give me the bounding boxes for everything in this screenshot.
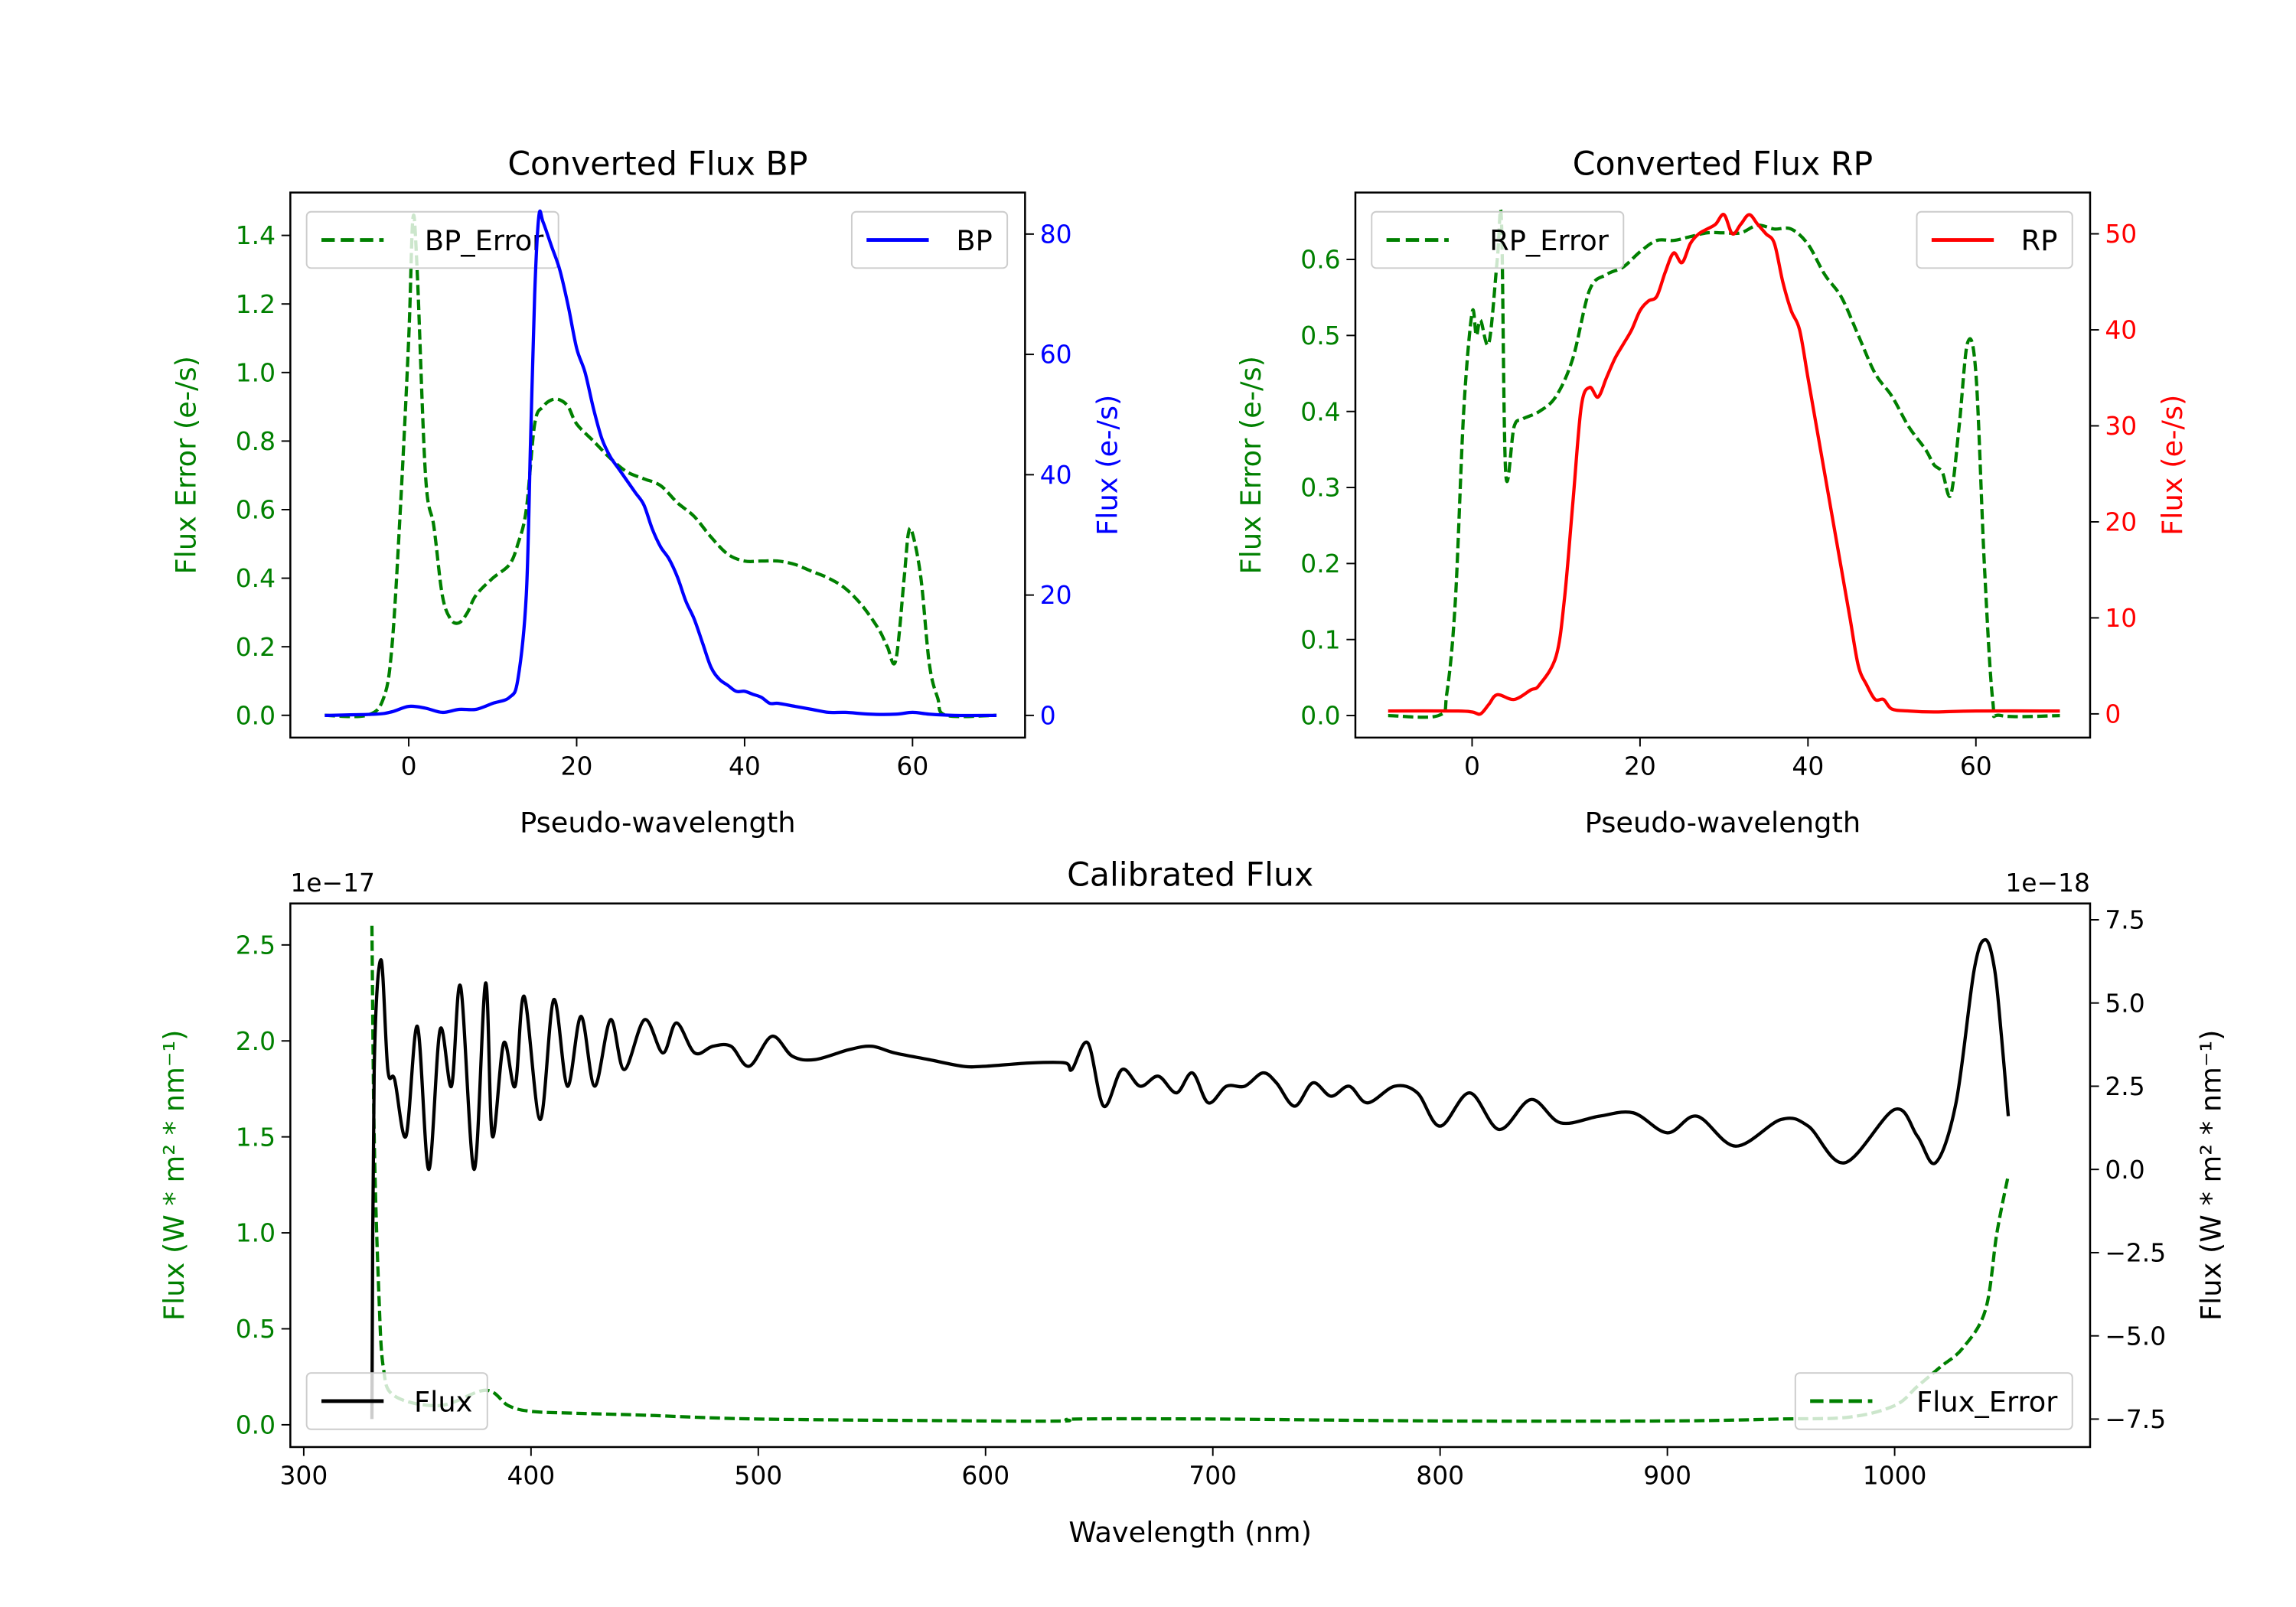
y-tick-label-right: 50 [2105,219,2137,249]
series-line-flux [370,937,2011,1420]
chart-title: Converted Flux RP [1573,145,1873,183]
y-tick-label-left: 0.0 [1300,701,1340,731]
legend-frame [1794,1372,2073,1430]
y-axis-label-right: Flux (W * m² * nm⁻¹) [2194,1030,2227,1321]
y-tick-label-left: 0.0 [236,1410,276,1439]
y-tick-label-right: 60 [1040,340,1072,370]
legend-frame [1916,210,2073,269]
x-tick-label: 600 [961,1460,1009,1490]
calibrated-flux-panel: Calibrated Flux 300 400 500 600 700 800 900 1000… [158,856,2227,1548]
y-tick-label-right: −5.0 [2105,1321,2166,1351]
legend-flux-error: Flux_Error [1794,1372,2073,1430]
x-tick-label: 1000 [1863,1460,1927,1490]
y-tick-label-right: −7.5 [2105,1404,2166,1434]
y-tick-label-right: 80 [1040,219,1072,249]
x-tick-label: 500 [734,1460,782,1490]
y-offset-left: 1e−17 [290,868,375,898]
y-tick-label-left: 0.2 [236,632,276,662]
legend-label: RP_Error [1489,224,1609,257]
x-axis-label: Pseudo-wavelength [1585,807,1861,839]
y-tick-label-right: 20 [1040,580,1072,610]
x-tick-label: 0 [1464,751,1480,781]
y-axis-label-right: Flux (e-/s) [1091,395,1124,536]
legend-label: BP_Error [425,224,544,257]
plot-frame [289,902,2092,1449]
y-tick-label-left: 0.3 [1300,473,1340,503]
y-tick-label-left: 0.8 [236,426,276,456]
bp-panel: Converted Flux BP 0 20 40 60 Pseudo-wavelengt… [169,145,1124,839]
legend-flux: Flux [305,1372,488,1430]
y-tick-label-left: 2.5 [236,930,276,960]
y-tick-label-left: 0.4 [1300,396,1340,426]
x-tick-label: 40 [1792,751,1824,781]
chart-title: Converted Flux BP [507,145,807,183]
x-tick-label: 0 [401,751,417,781]
y-axis-label-left: Flux Error (e-/s) [1234,356,1267,575]
y-axis-label-left: Flux (W * m² * nm⁻¹) [158,1030,191,1321]
y-tick-label-right: 30 [2105,411,2137,441]
x-tick-label: 20 [561,751,593,781]
y-tick-label-right: 40 [2105,315,2137,345]
y-tick-label-left: 2.0 [236,1026,276,1056]
y-tick-label-right: 0 [1040,700,1056,730]
y-axis-label-right: Flux (e-/s) [2156,395,2189,536]
chart-title: Calibrated Flux [1067,856,1313,894]
legend-frame [305,1372,488,1430]
legend-bp: BP [850,210,1009,269]
rp-panel: Converted Flux RP 0 20 40 60 Pseudo-wavelengt… [1234,145,2189,839]
y-tick-label-right: 10 [2105,603,2137,633]
x-axis-label: Wavelength (nm) [1068,1516,1312,1549]
series-line-bp [325,209,997,718]
y-tick-label-left: 0.0 [236,700,276,730]
legend-bp-error: BP_Error [305,210,559,269]
x-tick-label: 60 [896,751,928,781]
legend-frame [305,210,559,269]
x-tick-label: 300 [279,1460,328,1490]
y-tick-label-left: 1.0 [236,357,276,387]
legend-label: Flux_Error [1916,1386,2058,1419]
legend-label: RP [2021,224,2058,257]
series-line-rp-error [1388,207,2060,719]
x-tick-label: 20 [1624,751,1656,781]
y-tick-label-right: 0.0 [2105,1155,2144,1185]
y-tick-label-right: 40 [1040,460,1072,490]
y-axis-label-left: Flux Error (e-/s) [169,356,202,575]
y-tick-label-left: 0.2 [1300,549,1340,579]
legend-frame [850,210,1009,269]
y-tick-label-left: 1.4 [236,220,276,250]
y-tick-label-left: 0.5 [1300,321,1340,350]
y-tick-label-left: 1.0 [236,1218,276,1248]
plot-frame [289,191,1026,739]
y-tick-label-left: 0.5 [236,1314,276,1344]
y-tick-label-right: −2.5 [2105,1238,2166,1268]
legend-rp-error: RP_Error [1371,210,1625,269]
y-tick-label-left: 1.2 [236,289,276,319]
y-tick-label-left: 0.6 [1300,245,1340,275]
x-tick-label: 400 [507,1460,555,1490]
y-tick-label-left: 0.6 [236,495,276,525]
y-tick-label-right: 20 [2105,507,2137,537]
legend-rp: RP [1916,210,2073,269]
x-axis-label: Pseudo-wavelength [520,807,796,839]
y-tick-label-left: 1.5 [236,1122,276,1152]
legend-label: BP [956,224,992,257]
y-tick-label-right: 7.5 [2105,905,2144,935]
y-tick-label-left: 0.1 [1300,624,1340,654]
y-tick-label-right: 5.0 [2105,988,2144,1018]
series-line-bp-error [325,213,997,719]
x-tick-label: 60 [1960,751,1992,781]
y-tick-label-right: 0 [2105,699,2121,729]
x-tick-label: 800 [1416,1460,1464,1490]
legend-label: Flux [414,1386,472,1419]
y-tick-label-left: 0.4 [236,563,276,593]
y-offset-right: 1e−18 [2005,868,2090,898]
x-tick-label: 900 [1643,1460,1691,1490]
x-tick-label: 40 [729,751,761,781]
y-tick-label-right: 2.5 [2105,1071,2144,1101]
legend-frame [1371,210,1625,269]
plot-frame [1354,191,2092,739]
series-line-rp [1388,213,2060,716]
x-tick-label: 700 [1189,1460,1237,1490]
